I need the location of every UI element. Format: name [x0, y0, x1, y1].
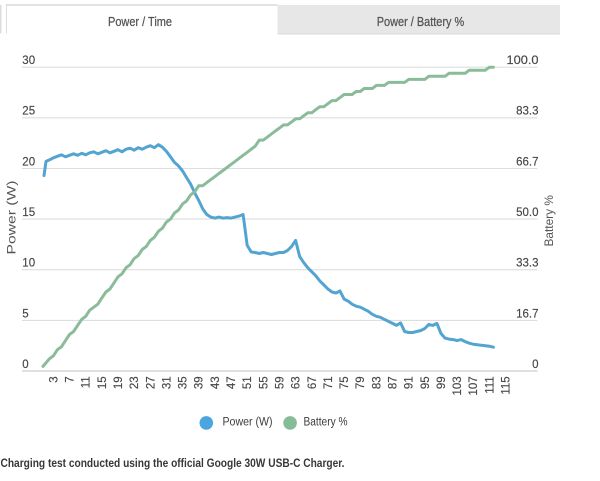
- svg-text:11: 11: [81, 376, 93, 388]
- svg-text:31: 31: [161, 376, 173, 389]
- svg-text:30: 30: [22, 55, 35, 67]
- svg-text:35: 35: [178, 376, 190, 389]
- svg-text:115: 115: [501, 376, 513, 394]
- svg-text:0: 0: [22, 359, 28, 371]
- svg-text:25: 25: [22, 106, 35, 118]
- svg-text:111: 111: [484, 376, 496, 393]
- svg-text:Power / Time: Power / Time: [108, 14, 172, 29]
- svg-text:3: 3: [48, 376, 60, 382]
- svg-text:55: 55: [258, 376, 270, 389]
- svg-text:15: 15: [97, 376, 109, 389]
- svg-text:50.0: 50.0: [516, 207, 538, 219]
- svg-text:91: 91: [404, 376, 416, 389]
- svg-text:51: 51: [242, 376, 254, 389]
- svg-text:Power / Battery %: Power / Battery %: [377, 14, 465, 29]
- svg-text:39: 39: [194, 376, 206, 389]
- svg-text:Power (W): Power (W): [6, 180, 18, 254]
- svg-text:10: 10: [22, 258, 35, 270]
- svg-text:63: 63: [291, 376, 303, 389]
- svg-text:27: 27: [145, 376, 157, 389]
- svg-text:Battery %: Battery %: [304, 417, 348, 429]
- svg-text:Charging test conducted using: Charging test conducted using the offici…: [1, 458, 345, 470]
- svg-text:83.3: 83.3: [516, 106, 538, 118]
- svg-text:Power (W): Power (W): [223, 417, 273, 429]
- svg-text:79: 79: [355, 376, 367, 389]
- svg-text:20: 20: [22, 156, 35, 168]
- svg-text:71: 71: [323, 376, 335, 389]
- svg-text:16.7: 16.7: [516, 308, 538, 320]
- svg-text:95: 95: [420, 376, 432, 389]
- svg-text:15: 15: [22, 207, 35, 219]
- svg-text:47: 47: [226, 376, 238, 389]
- svg-text:83: 83: [371, 376, 383, 389]
- svg-text:87: 87: [388, 376, 400, 389]
- svg-text:23: 23: [129, 376, 141, 389]
- svg-text:66.7: 66.7: [516, 156, 538, 168]
- svg-text:0: 0: [532, 359, 538, 371]
- svg-text:7: 7: [65, 376, 77, 382]
- svg-text:100.0: 100.0: [507, 55, 539, 67]
- svg-text:107: 107: [468, 376, 480, 395]
- svg-text:43: 43: [210, 376, 222, 389]
- svg-text:33.3: 33.3: [516, 258, 538, 270]
- svg-text:19: 19: [113, 376, 125, 389]
- svg-text:5: 5: [22, 308, 28, 320]
- svg-text:75: 75: [339, 376, 351, 389]
- svg-text:59: 59: [275, 376, 287, 389]
- svg-text:99: 99: [436, 376, 448, 389]
- svg-text:Battery %: Battery %: [542, 195, 556, 247]
- svg-text:67: 67: [307, 376, 319, 389]
- svg-text:103: 103: [452, 376, 464, 395]
